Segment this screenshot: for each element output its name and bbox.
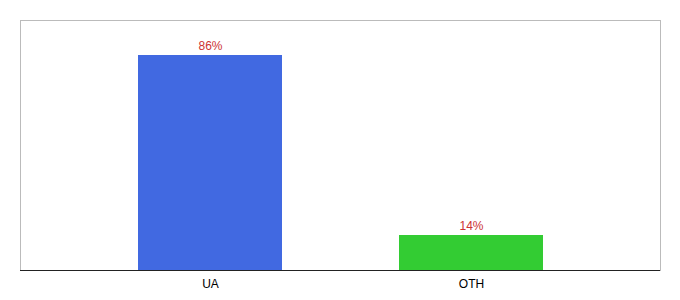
svg-text:OTH: OTH	[459, 277, 484, 291]
svg-text:14%: 14%	[459, 219, 483, 233]
svg-text:86%: 86%	[198, 39, 222, 53]
svg-text:UA: UA	[202, 277, 219, 291]
